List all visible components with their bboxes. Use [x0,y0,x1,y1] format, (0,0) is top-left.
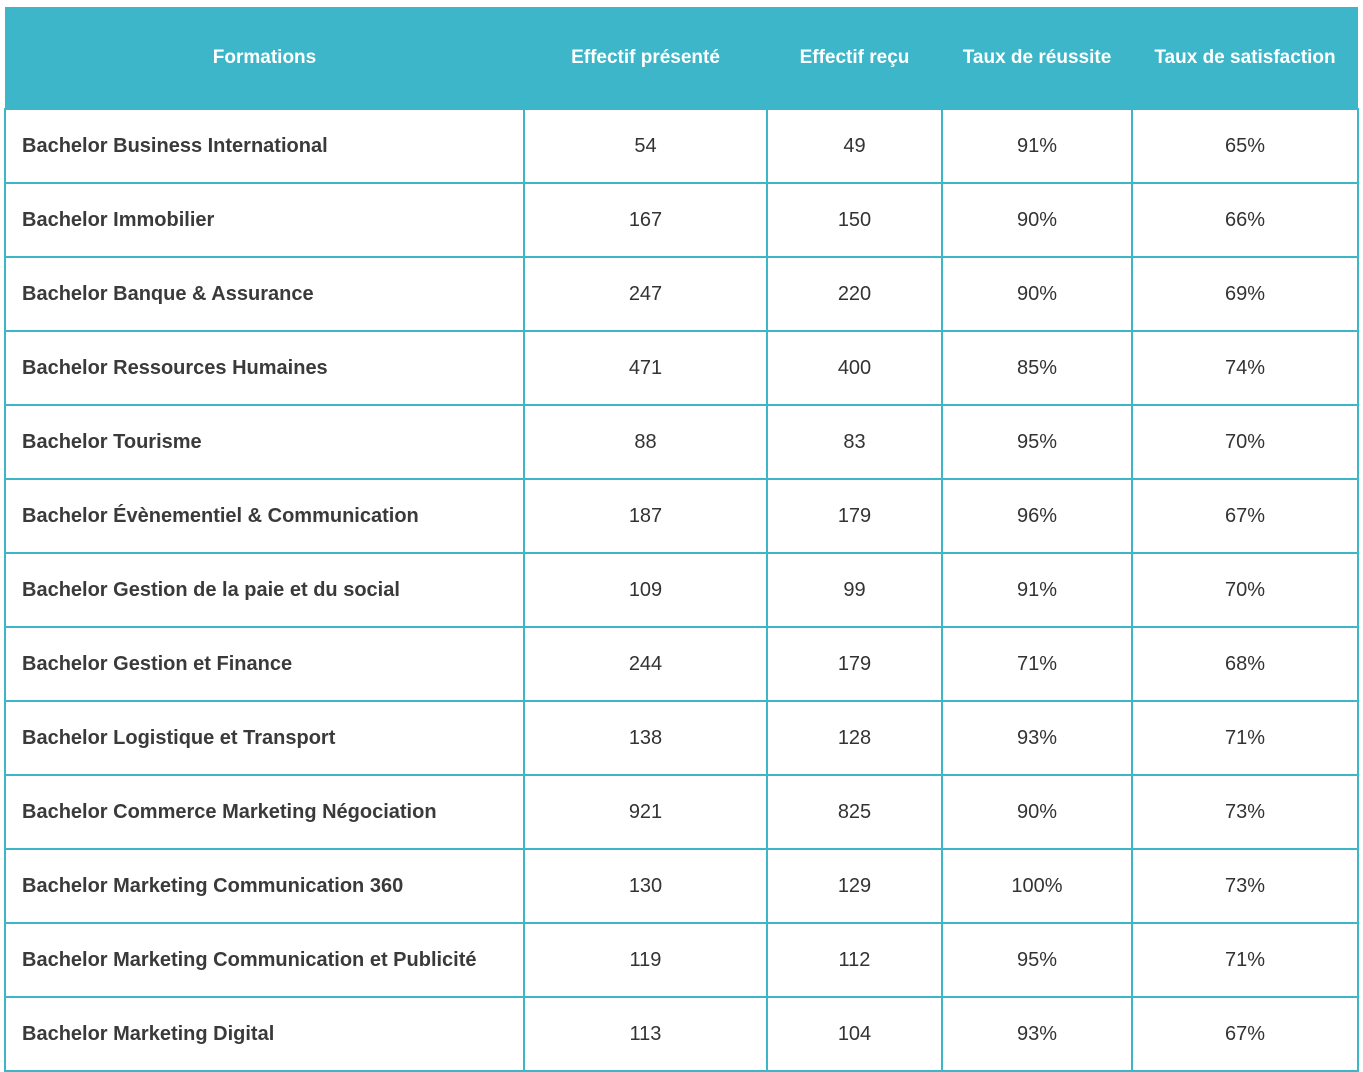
effectif-presente-cell: 113 [523,996,768,1072]
formation-name-cell: Bachelor Marketing Communication et Publ… [4,922,525,998]
taux-satisfaction-cell: 71% [1131,922,1359,998]
table-row: Bachelor Banque & Assurance 247 220 90% 69% [4,256,1359,332]
effectif-recu-cell: 179 [766,478,943,554]
effectif-recu-cell: 129 [766,848,943,924]
formations-results-table: Formations Effectif présenté Effectif re… [4,7,1359,1072]
formation-name-cell: Bachelor Gestion et Finance [4,626,525,702]
effectif-recu-cell: 825 [766,774,943,850]
taux-reussite-cell: 93% [941,996,1133,1072]
taux-satisfaction-cell: 73% [1131,848,1359,924]
table-row: Bachelor Évènementiel & Communication 187… [4,478,1359,554]
effectif-recu-cell: 104 [766,996,943,1072]
table-row: Bachelor Ressources Humaines 471 400 85% 74% [4,330,1359,406]
taux-reussite-cell: 90% [941,774,1133,850]
taux-satisfaction-cell: 67% [1131,996,1359,1072]
taux-reussite-cell: 91% [941,552,1133,628]
formation-name-cell: Bachelor Tourisme [4,404,525,480]
effectif-presente-cell: 471 [523,330,768,406]
effectif-presente-cell: 921 [523,774,768,850]
taux-satisfaction-cell: 66% [1131,182,1359,258]
formation-name-cell: Bachelor Ressources Humaines [4,330,525,406]
effectif-recu-cell: 179 [766,626,943,702]
taux-reussite-cell: 90% [941,182,1133,258]
effectif-presente-cell: 130 [523,848,768,924]
formation-name-cell: Bachelor Commerce Marketing Négociation [4,774,525,850]
taux-satisfaction-cell: 67% [1131,478,1359,554]
taux-satisfaction-cell: 70% [1131,552,1359,628]
taux-satisfaction-cell: 73% [1131,774,1359,850]
taux-satisfaction-cell: 69% [1131,256,1359,332]
taux-satisfaction-cell: 71% [1131,700,1359,776]
table-row: Bachelor Gestion et Finance 244 179 71% 68% [4,626,1359,702]
effectif-recu-cell: 112 [766,922,943,998]
formation-name-cell: Bachelor Gestion de la paie et du social [4,552,525,628]
taux-reussite-cell: 93% [941,700,1133,776]
taux-reussite-cell: 100% [941,848,1133,924]
formation-name-cell: Bachelor Évènementiel & Communication [4,478,525,554]
formation-name-cell: Bachelor Immobilier [4,182,525,258]
header-taux-reussite: Taux de réussite [942,7,1132,109]
table-row: Bachelor Logistique et Transport 138 128 93… [4,700,1359,776]
effectif-presente-cell: 119 [523,922,768,998]
effectif-presente-cell: 244 [523,626,768,702]
header-taux-satisfaction: Taux de satisfaction [1132,7,1358,109]
effectif-presente-cell: 138 [523,700,768,776]
taux-reussite-cell: 91% [941,108,1133,184]
header-effectif-recu: Effectif reçu [767,7,942,109]
effectif-presente-cell: 88 [523,404,768,480]
effectif-presente-cell: 187 [523,478,768,554]
taux-reussite-cell: 90% [941,256,1133,332]
effectif-recu-cell: 128 [766,700,943,776]
taux-reussite-cell: 85% [941,330,1133,406]
results-table-container: Formations Effectif présenté Effectif re… [4,7,1359,1072]
formation-name-cell: Bachelor Marketing Digital [4,996,525,1072]
formation-name-cell: Bachelor Marketing Communication 360 [4,848,525,924]
table-header: Formations Effectif présenté Effectif re… [5,7,1358,109]
effectif-recu-cell: 99 [766,552,943,628]
table-row: Bachelor Immobilier 167 150 90% 66% [4,182,1359,258]
table-row: Bachelor Marketing Communication et Publ… [4,922,1359,998]
table-row: Bachelor Marketing Digital 113 104 93% 67% [4,996,1359,1072]
effectif-presente-cell: 167 [523,182,768,258]
taux-reussite-cell: 96% [941,478,1133,554]
table-row: Bachelor Marketing Communication 360 130 1… [4,848,1359,924]
taux-satisfaction-cell: 68% [1131,626,1359,702]
taux-satisfaction-cell: 70% [1131,404,1359,480]
table-row: Bachelor Tourisme 88 83 95% 70% [4,404,1359,480]
effectif-recu-cell: 150 [766,182,943,258]
effectif-presente-cell: 247 [523,256,768,332]
table-body: Bachelor Business International 54 49 91% 65… [4,108,1359,1072]
taux-reussite-cell: 95% [941,922,1133,998]
table-row: Bachelor Commerce Marketing Négociation 9… [4,774,1359,850]
taux-satisfaction-cell: 74% [1131,330,1359,406]
taux-reussite-cell: 71% [941,626,1133,702]
header-effectif-presente: Effectif présenté [524,7,767,109]
header-row: Formations Effectif présenté Effectif re… [5,7,1358,109]
effectif-recu-cell: 49 [766,108,943,184]
effectif-presente-cell: 109 [523,552,768,628]
header-formations: Formations [5,7,524,109]
formation-name-cell: Bachelor Banque & Assurance [4,256,525,332]
table-row: Bachelor Gestion de la paie et du social… [4,552,1359,628]
table-row: Bachelor Business International 54 49 91% 65… [4,108,1359,184]
formation-name-cell: Bachelor Logistique et Transport [4,700,525,776]
formation-name-cell: Bachelor Business International [4,108,525,184]
taux-reussite-cell: 95% [941,404,1133,480]
effectif-recu-cell: 83 [766,404,943,480]
effectif-recu-cell: 220 [766,256,943,332]
effectif-recu-cell: 400 [766,330,943,406]
effectif-presente-cell: 54 [523,108,768,184]
taux-satisfaction-cell: 65% [1131,108,1359,184]
